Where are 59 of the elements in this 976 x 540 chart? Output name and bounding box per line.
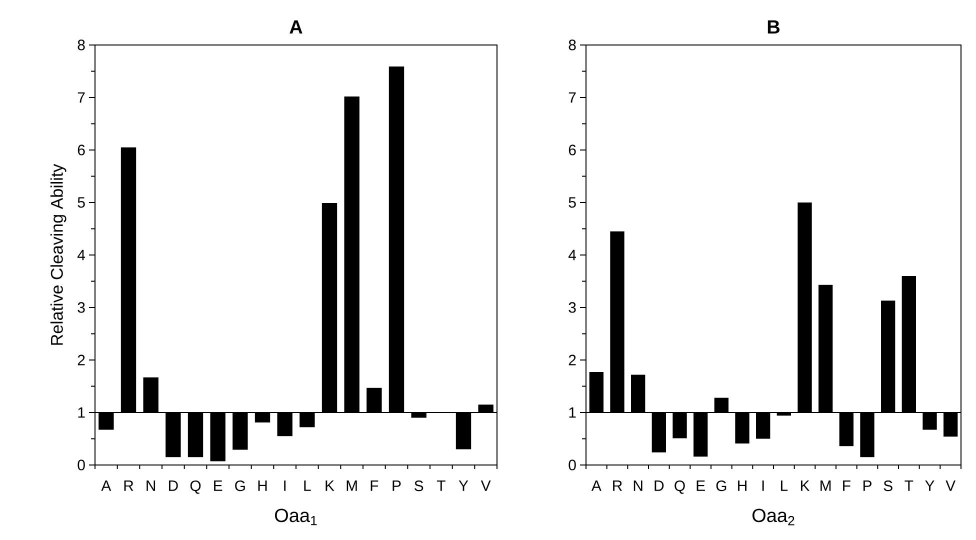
x-tick-label: P: [392, 480, 401, 491]
y-tick-label: 5: [568, 197, 576, 208]
y-tick-label: 2: [568, 354, 576, 366]
x-tick-label: F: [843, 480, 850, 491]
x-tick-label: I: [284, 480, 286, 491]
x-tick-label: H: [738, 480, 746, 491]
x-tick-label: R: [613, 480, 622, 491]
y-tick-label: 5: [78, 197, 85, 208]
y-tick-label: 7: [568, 92, 576, 103]
x-tick-label: I: [762, 480, 764, 491]
x-tick-label: Q: [674, 480, 685, 494]
x-tick-label: S: [884, 480, 892, 492]
x-tick-label: G: [716, 480, 726, 492]
x-tick-label: N: [634, 480, 642, 491]
y-tick-label: 3: [78, 302, 85, 313]
x-tick-label: L: [780, 480, 788, 491]
x-tick-label: R: [124, 480, 134, 491]
x-tick-label: F: [370, 480, 378, 491]
x-tick-label: K: [326, 480, 334, 491]
x-tick-label: L: [304, 480, 311, 491]
y-tick-label: 4: [77, 250, 86, 260]
y-tick-label: 4: [568, 250, 576, 260]
x-tick-label: N: [146, 480, 156, 491]
x-axis-title: Oaa$_{2}$: [752, 508, 794, 526]
x-axis-title: Oaa$_{1}$: [274, 508, 317, 526]
x-tick-label: E: [214, 480, 222, 491]
x-tick-label: T: [436, 480, 446, 491]
x-tick-label: M: [820, 480, 831, 491]
x-tick-label: A: [591, 480, 602, 491]
y-tick-label: 8: [78, 40, 85, 50]
x-tick-label: P: [863, 480, 872, 491]
x-tick-label: T: [904, 480, 914, 491]
x-tick-label: Q: [190, 480, 201, 494]
y-tick-label: 1: [78, 407, 85, 418]
y-tick-label: 8: [568, 40, 576, 50]
x-tick-label: S: [414, 480, 424, 492]
y-tick-label: 2: [78, 354, 85, 366]
chart-title: A: [290, 20, 302, 34]
x-tick-label: D: [654, 480, 664, 491]
y-tick-label: 6: [78, 144, 85, 156]
chart-title: B: [768, 20, 780, 34]
y-axis-title: Relative Cleaving Ability: [50, 164, 66, 345]
y-tick-label: 7: [78, 92, 85, 103]
x-tick-label: Y: [458, 480, 468, 491]
x-tick-label: A: [101, 480, 112, 491]
x-tick-label: G: [235, 480, 245, 492]
y-tick-label: 1: [569, 407, 576, 418]
x-tick-label: Y: [925, 480, 934, 491]
y-tick-label: 6: [568, 144, 576, 156]
x-tick-label: V: [480, 480, 491, 491]
y-tick-label: 0: [78, 460, 85, 470]
x-tick-label: E: [696, 480, 705, 491]
x-tick-label: H: [258, 480, 267, 491]
y-tick-label: 3: [568, 302, 576, 313]
x-tick-label: D: [168, 480, 178, 491]
x-tick-label: M: [346, 480, 357, 491]
x-tick-label: V: [946, 480, 956, 491]
y-tick-label: 0: [568, 460, 576, 470]
x-tick-label: K: [800, 480, 810, 491]
